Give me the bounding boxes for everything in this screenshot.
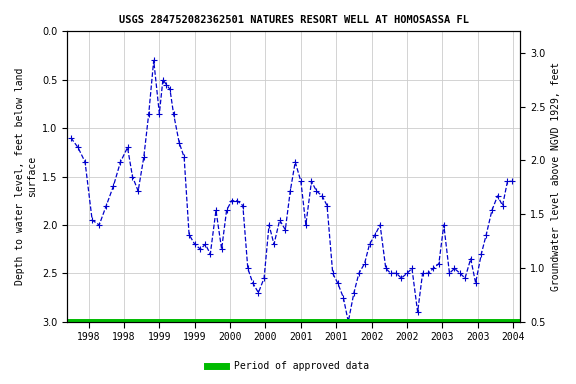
Title: USGS 284752082362501 NATURES RESORT WELL AT HOMOSASSA FL: USGS 284752082362501 NATURES RESORT WELL… <box>119 15 469 25</box>
Y-axis label: Groundwater level above NGVD 1929, feet: Groundwater level above NGVD 1929, feet <box>551 62 561 291</box>
Y-axis label: Depth to water level, feet below land
surface: Depth to water level, feet below land su… <box>15 68 37 285</box>
Legend: Period of approved data: Period of approved data <box>203 358 373 375</box>
